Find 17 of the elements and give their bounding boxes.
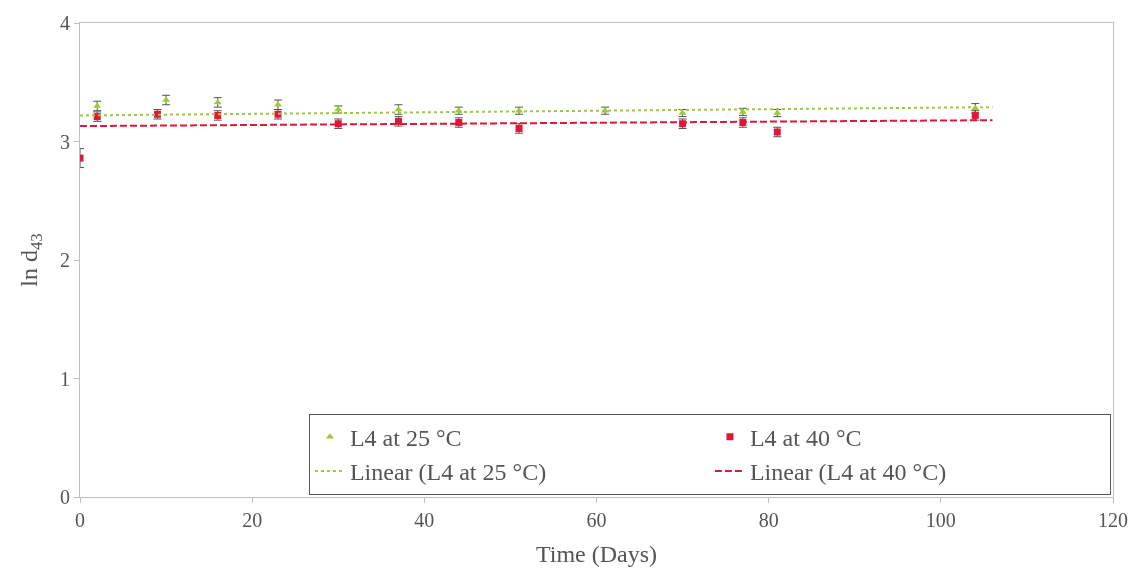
legend-label: L4 at 40 °C (749, 425, 862, 452)
x-tick-label: 20 (242, 509, 263, 531)
x-tick-label: 40 (414, 509, 435, 531)
x-tick-label: 120 (1098, 509, 1128, 531)
y-tick-label: 1 (60, 367, 70, 390)
x-tick-label: 100 (925, 509, 956, 531)
y-tick-label: 2 (60, 249, 70, 271)
legend-label: Linear (L4 at 40 °C) (749, 459, 947, 486)
y-tick-label: 0 (60, 486, 70, 508)
y-tick-label: 3 (60, 130, 70, 153)
legend-label: L4 at 25 °C (349, 425, 462, 452)
x-axis-title: Time (Days) (535, 541, 658, 568)
x-tick-label: 80 (758, 509, 779, 531)
x-tick-label: 0 (75, 509, 85, 531)
legend-label: Linear (L4 at 25 °C) (349, 459, 547, 486)
x-tick-label: 60 (586, 509, 607, 531)
y-tick-label: 4 (60, 12, 70, 34)
